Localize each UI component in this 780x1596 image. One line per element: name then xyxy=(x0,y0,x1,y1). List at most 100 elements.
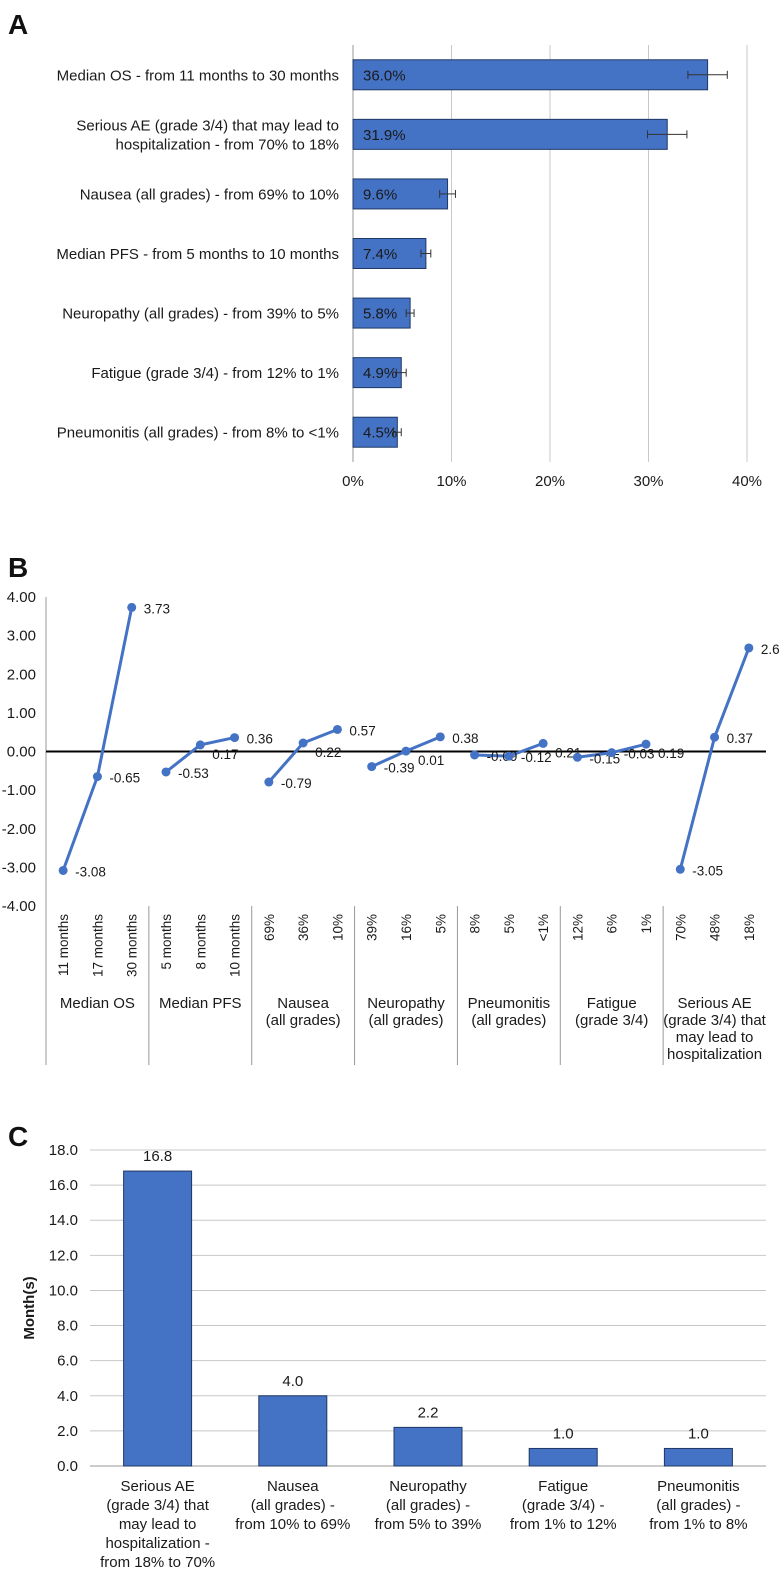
y-tick-label: -3.00 xyxy=(2,859,36,876)
panel-letter-b: B xyxy=(8,552,28,583)
category-label: Neuropathy (all grades) - from 39% to 5% xyxy=(62,306,339,323)
category-label: (grade 3/4) - xyxy=(522,1497,605,1514)
data-point xyxy=(572,752,582,762)
y-tick-label: 18.0 xyxy=(49,1142,78,1159)
y-tick-label: 4.00 xyxy=(7,589,36,606)
category-label: from 5% to 39% xyxy=(375,1516,482,1533)
data-label: -0.03 xyxy=(624,747,655,762)
data-point xyxy=(332,724,342,734)
y-tick-label: 16.0 xyxy=(49,1177,78,1194)
y-tick-label: 0.00 xyxy=(7,744,36,761)
data-point xyxy=(504,751,514,761)
panel-b-line-chart: 4.00 3.00 2.00 1.00 0.00 -1.00 -2.00 -3.00 -4.00… xyxy=(2,589,780,1065)
group-label: (all grades) xyxy=(471,1012,546,1029)
data-label: -0.79 xyxy=(281,776,312,791)
level-tick-label: 11 months xyxy=(56,914,71,976)
category-label: hospitalization - from 70% to 18% xyxy=(116,136,339,153)
y-tick-label: 8.0 xyxy=(57,1318,78,1335)
data-label: 0.36 xyxy=(247,732,273,747)
bar-value-label: 5.8% xyxy=(363,306,397,323)
data-point xyxy=(92,772,102,782)
data-point xyxy=(264,777,274,787)
category-label: Median OS - from 11 months to 30 months xyxy=(57,67,339,84)
category-label: Nausea xyxy=(267,1478,319,1495)
category-label: Pneumonitis xyxy=(657,1478,740,1495)
bar-value-label: 1.0 xyxy=(553,1425,574,1442)
data-point xyxy=(607,748,617,758)
group-label: Neuropathy xyxy=(367,995,445,1012)
data-label: 0.17 xyxy=(212,747,238,762)
panel-letter-a: A xyxy=(8,9,28,40)
level-tick-label: 5 months xyxy=(159,914,174,970)
level-tick-label: 69% xyxy=(262,914,277,941)
bar xyxy=(258,1395,328,1467)
y-tick-label: 12.0 xyxy=(49,1247,78,1264)
level-tick-label: 10% xyxy=(330,914,345,941)
data-point xyxy=(538,738,548,748)
y-tick-label: 0.0 xyxy=(57,1458,78,1475)
bar xyxy=(352,178,449,210)
data-label: -0.53 xyxy=(178,766,209,781)
category-label: Neuropathy xyxy=(389,1478,467,1495)
data-label: 3.73 xyxy=(144,601,170,616)
level-tick-label: 5% xyxy=(433,914,448,934)
bar xyxy=(352,59,709,91)
data-point xyxy=(161,767,171,777)
data-label: -3.08 xyxy=(75,864,106,879)
bar-value-label: 1.0 xyxy=(688,1425,709,1442)
group-label: (all grades) xyxy=(266,1012,341,1029)
level-tick-label: 10 months xyxy=(228,914,243,977)
panel-c-bar-chart: 0.0 2.0 4.0 6.0 8.0 10.0 12.0 14.0 16.0 18.0 Month… xyxy=(21,1142,766,1571)
y-tick-label: -1.00 xyxy=(2,782,36,799)
y-tick-label: -2.00 xyxy=(2,821,36,838)
y-axis-title: Month(s) xyxy=(21,1276,38,1339)
data-point xyxy=(127,602,137,612)
data-label: 0.37 xyxy=(727,731,753,746)
category-label: from 18% to 70% xyxy=(100,1554,215,1571)
data-label: -0.12 xyxy=(521,750,552,765)
level-tick-label: 6% xyxy=(605,914,620,934)
y-tick-label: 2.0 xyxy=(57,1423,78,1440)
bar xyxy=(528,1447,598,1467)
group-label: Median OS xyxy=(60,995,135,1012)
group-label: Nausea xyxy=(277,995,329,1012)
bar-value-label: 4.9% xyxy=(363,365,397,382)
y-tick-label: 4.0 xyxy=(57,1388,78,1405)
category-label: Serious AE xyxy=(120,1478,194,1495)
data-label: -0.65 xyxy=(109,771,140,786)
category-label: (all grades) - xyxy=(656,1497,740,1514)
group-label: Pneumonitis xyxy=(468,995,551,1012)
category-label: may lead to xyxy=(119,1516,197,1533)
data-label: 0.19 xyxy=(658,746,684,761)
x-tick-label: 30% xyxy=(633,473,663,490)
y-tick-label: 14.0 xyxy=(49,1212,78,1229)
x-tick-label: 10% xyxy=(436,473,466,490)
level-tick-label: 17 months xyxy=(90,914,105,977)
bar-value-label: 7.4% xyxy=(363,246,397,263)
series-line xyxy=(678,647,751,870)
level-tick-label: 18% xyxy=(742,914,757,941)
data-point xyxy=(435,732,445,742)
data-point xyxy=(367,762,377,772)
category-label: (all grades) - xyxy=(386,1497,470,1514)
bar-value-label: 36.0% xyxy=(363,67,406,84)
level-tick-label: 16% xyxy=(399,914,414,941)
data-label: 0.57 xyxy=(349,723,375,738)
group-label: Fatigue xyxy=(587,995,637,1012)
group-label: (grade 3/4) xyxy=(575,1012,648,1029)
y-tick-label: -4.00 xyxy=(2,898,36,915)
category-label: Median PFS - from 5 months to 10 months xyxy=(56,246,339,263)
category-label: Pneumonitis (all grades) - from 8% to <1… xyxy=(57,425,339,442)
category-label: Fatigue xyxy=(538,1478,588,1495)
data-point xyxy=(58,865,68,875)
level-tick-label: 30 months xyxy=(125,914,140,977)
data-point xyxy=(641,739,651,749)
data-point xyxy=(710,732,720,742)
bar xyxy=(393,1426,463,1467)
group-label: (all grades) xyxy=(368,1012,443,1029)
bar-value-label: 4.5% xyxy=(363,425,397,442)
data-label: 0.38 xyxy=(452,731,478,746)
category-label: Serious AE (grade 3/4) that may lead to xyxy=(76,117,339,134)
data-label: 0.01 xyxy=(418,753,444,768)
